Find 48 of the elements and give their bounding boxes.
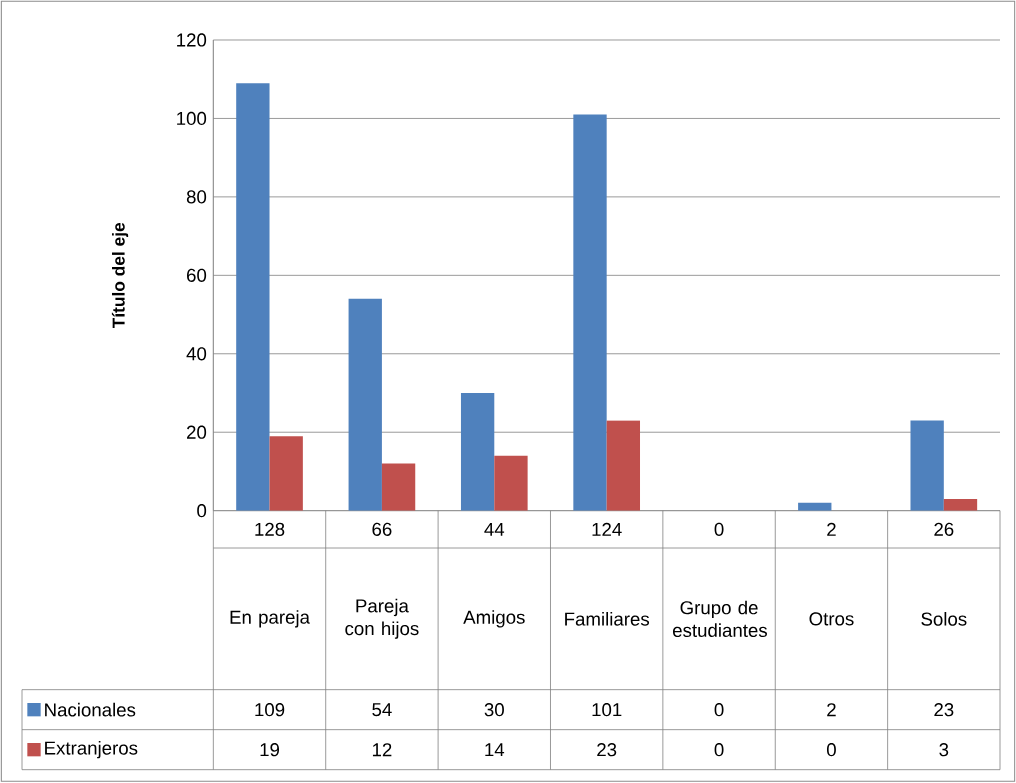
- y-tick-label: 60: [187, 268, 207, 283]
- total-label: 124: [592, 522, 622, 537]
- x-tick-label: En pareja: [230, 610, 310, 628]
- y-tick-label: 20: [187, 425, 207, 439]
- y-tick-label: 100: [177, 111, 207, 126]
- total-label: 0: [714, 522, 724, 537]
- total-label: 26: [934, 522, 954, 537]
- y-tick-label: 120: [177, 33, 207, 47]
- total-label: 44: [484, 523, 505, 536]
- y-tick-label: 80: [186, 190, 207, 204]
- x-tick-label: Familiares: [565, 612, 650, 626]
- data-label: 14: [485, 743, 505, 757]
- bar: [494, 455, 528, 511]
- data-label: 0: [714, 703, 724, 717]
- total-label: 2: [827, 522, 836, 537]
- bar: [943, 499, 978, 511]
- total-label: 66: [372, 522, 392, 537]
- data-label: 3: [939, 743, 949, 757]
- data-label: 30: [484, 703, 504, 717]
- bar: [236, 83, 270, 511]
- bar: [381, 463, 416, 511]
- bar: [910, 420, 944, 511]
- bar: [573, 114, 607, 511]
- x-tick-label: Solos: [921, 612, 967, 626]
- data-label: 19: [260, 743, 280, 757]
- data-label: 109: [255, 703, 285, 717]
- data-label: 2: [827, 703, 836, 717]
- x-tick-label: Pareja con hijos: [345, 598, 419, 640]
- bar: [269, 436, 303, 511]
- x-tick-label: Otros: [809, 612, 854, 626]
- data-label: 54: [372, 703, 392, 717]
- data-label: 12: [372, 743, 392, 757]
- bar: [348, 299, 382, 511]
- legend-label: Nacionales: [45, 702, 136, 717]
- data-label: 101: [592, 703, 622, 717]
- y-axis-title: Título del eje: [111, 223, 129, 329]
- bar: [460, 393, 495, 511]
- data-label: 23: [934, 703, 954, 717]
- x-tick-label: Amigos: [463, 610, 525, 628]
- bar: [606, 420, 641, 511]
- y-tick-label: 40: [186, 347, 207, 361]
- data-label: 23: [597, 743, 617, 757]
- y-tick-label: 0: [197, 504, 207, 518]
- total-label: 128: [255, 522, 285, 537]
- legend-label: Extranjeros: [45, 741, 138, 759]
- data-label: 0: [826, 743, 836, 757]
- data-label: 0: [714, 743, 724, 757]
- x-tick-label: Grupo de estudiantes: [673, 600, 767, 638]
